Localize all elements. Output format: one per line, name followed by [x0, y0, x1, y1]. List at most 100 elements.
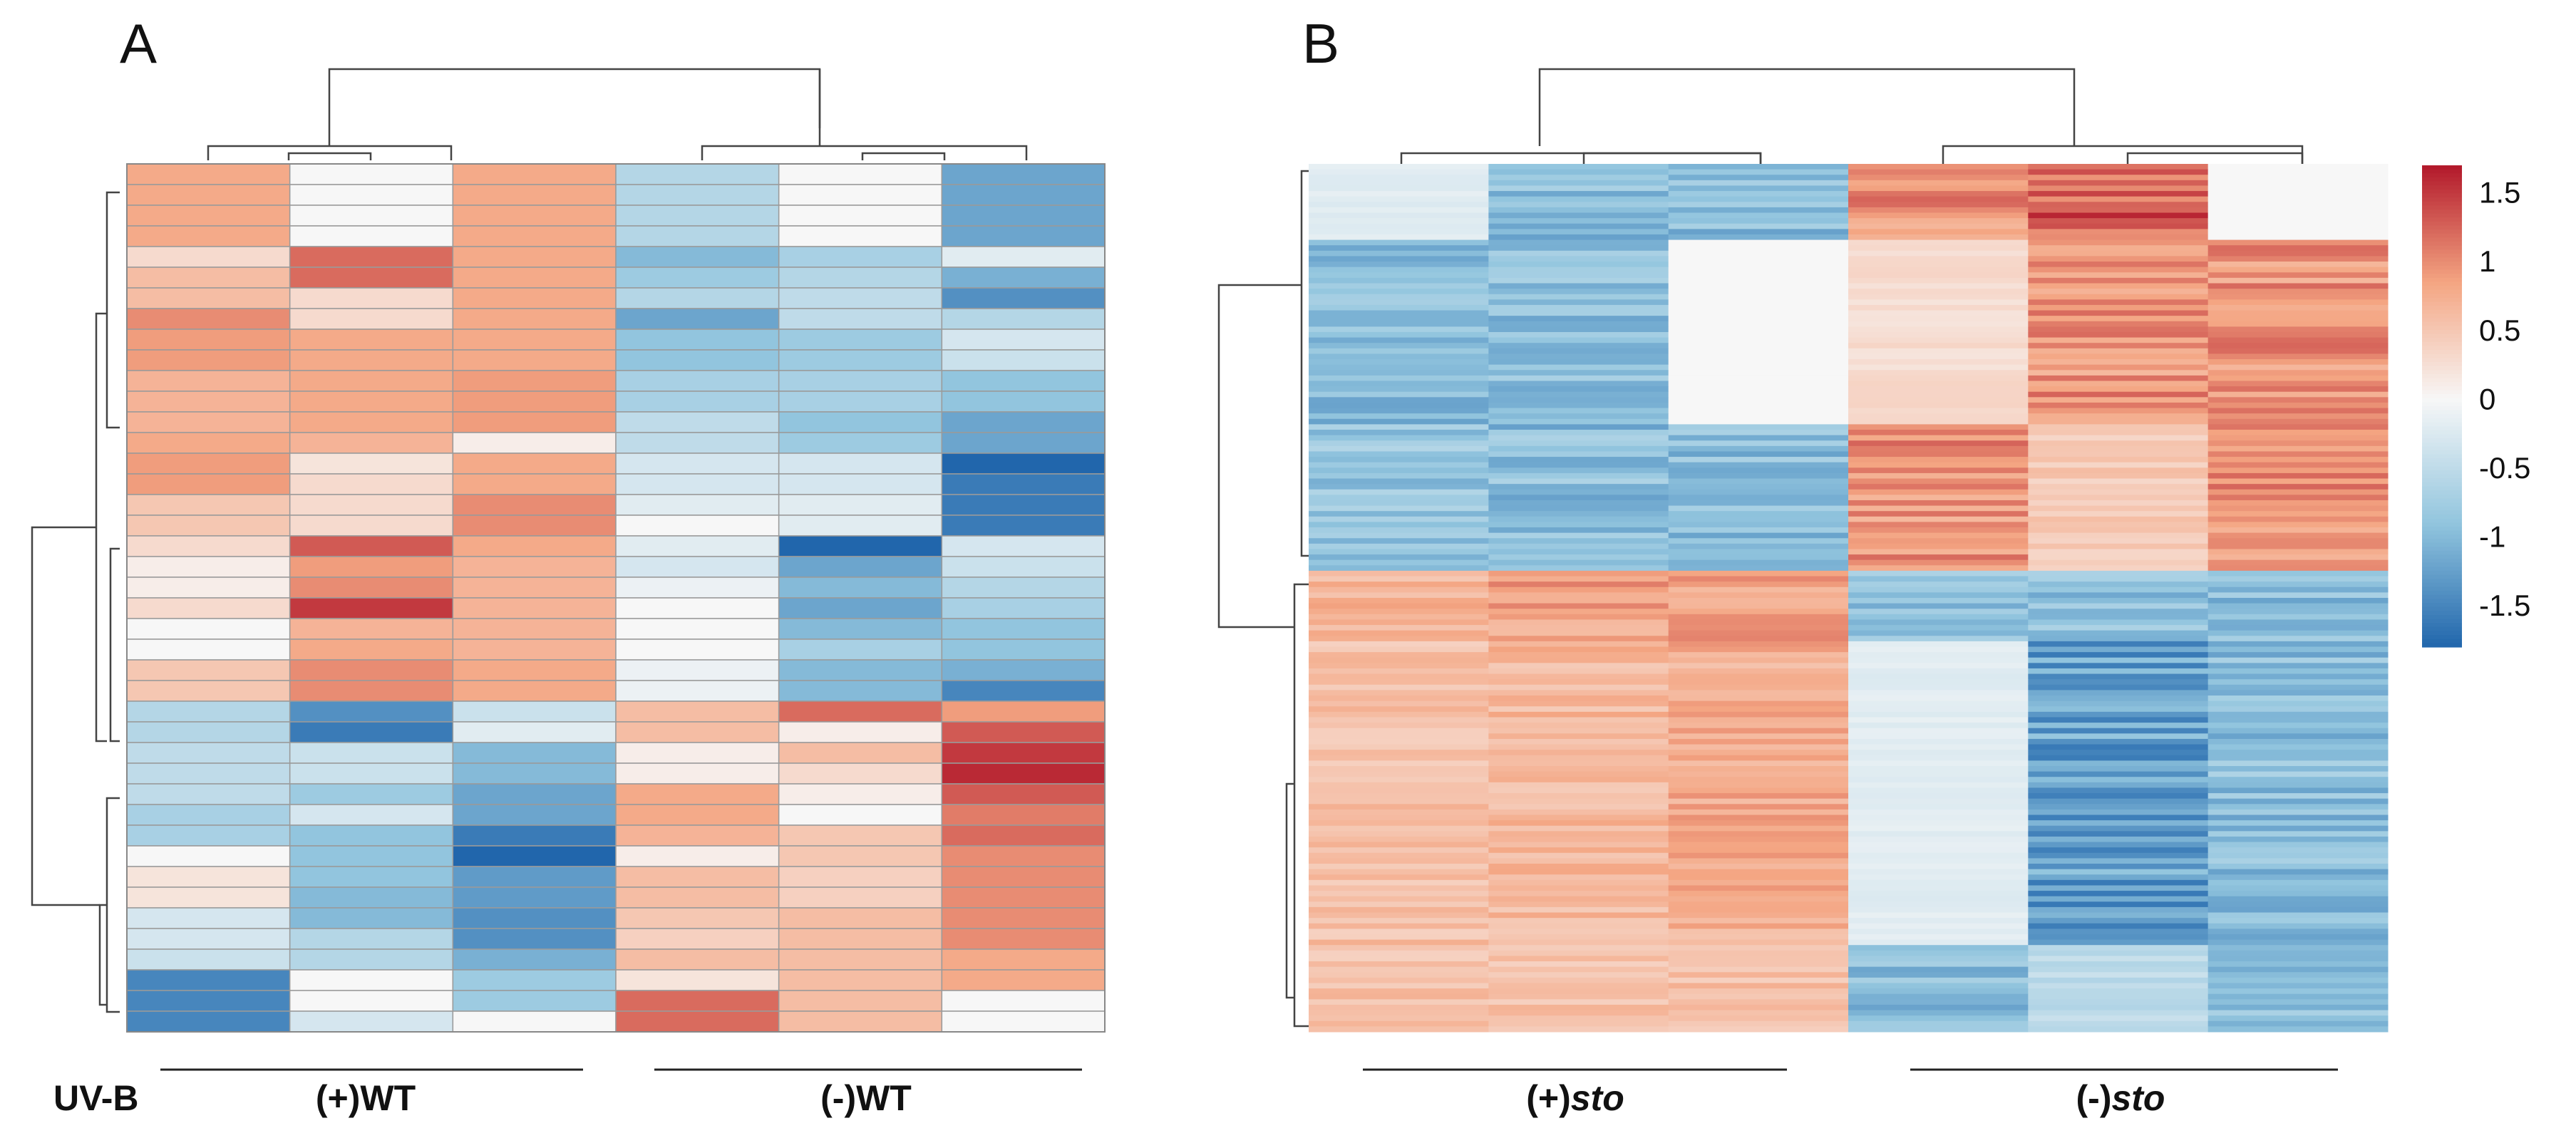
heatmap-b-cell	[1848, 549, 2029, 555]
heatmap-a-cell	[615, 783, 780, 805]
colorbar-step	[2422, 318, 2462, 323]
heatmap-a-cell	[289, 370, 454, 392]
heatmap-a-cell	[941, 990, 1106, 1012]
heatmap-b-cell	[1488, 316, 1669, 322]
heatmap-b-cell	[2207, 522, 2389, 528]
heatmap-b-cell	[1488, 565, 1669, 572]
heatmap-b-cell	[1309, 929, 1489, 935]
heatmap-b-cell	[1309, 912, 1489, 919]
heatmap-b-cell	[2207, 815, 2389, 821]
heatmap-a-cell	[941, 225, 1106, 247]
heatmap-b-cell	[1668, 879, 1849, 886]
colorbar-step	[2422, 635, 2462, 640]
heatmap-b-cell	[1668, 966, 1849, 973]
colorbar-step	[2422, 462, 2462, 467]
heatmap-b-cell	[1488, 495, 1669, 501]
heatmap-b-cell	[2207, 820, 2389, 827]
heatmap-a-cell	[452, 391, 617, 413]
heatmap-b-cell	[1848, 733, 2029, 740]
heatmap-b-cell	[2028, 630, 2209, 636]
heatmap-b-cell	[1848, 262, 2029, 268]
heatmap-b-cell	[2207, 359, 2389, 366]
heatmap-b-cell	[1488, 891, 1669, 897]
heatmap-b-cell	[1488, 836, 1669, 843]
heatmap-b-cell	[2207, 858, 2389, 864]
heatmap-b-cell	[1488, 267, 1669, 273]
heatmap-b-cell	[1668, 289, 1849, 295]
heatmap-a-cell	[289, 184, 454, 206]
heatmap-b-cell	[2028, 706, 2209, 713]
colorbar-step	[2422, 522, 2462, 527]
heatmap-b-cell	[1309, 359, 1489, 366]
heatmap-b-cell	[1309, 630, 1489, 636]
heatmap-b-cell	[1309, 700, 1489, 707]
heatmap-b-cell	[2207, 825, 2389, 832]
heatmap-b-cell	[1488, 700, 1669, 707]
colorbar-step	[2422, 346, 2462, 351]
heatmap-a-cell	[941, 184, 1106, 206]
group-label-sto-minus: (-)sto	[2076, 1078, 2165, 1118]
heatmap-b-cell	[1488, 478, 1669, 485]
heatmap-b-cell	[1848, 223, 2029, 229]
heatmap-b-cell	[2028, 966, 2209, 973]
heatmap-a-cell	[941, 886, 1106, 909]
colorbar-step	[2422, 390, 2462, 395]
heatmap-b-cell	[1848, 765, 2029, 772]
heatmap-b-cell	[1668, 337, 1849, 343]
heatmap-b-cell	[1848, 430, 2029, 436]
heatmap-b-cell	[2028, 299, 2209, 306]
heatmap-a-cell	[615, 804, 780, 826]
heatmap-b-cell	[1488, 386, 1669, 393]
heatmap-a-cell	[289, 163, 454, 185]
colorbar-step	[2422, 643, 2462, 648]
heatmap-b-cell	[2028, 435, 2209, 441]
heatmap-b-cell	[1488, 543, 1669, 549]
heatmap-b-cell	[1488, 164, 1669, 170]
heatmap-a-cell	[126, 990, 291, 1012]
heatmap-a-cell	[126, 205, 291, 227]
heatmap-a-cell	[941, 246, 1106, 268]
heatmap-b-cell	[2207, 283, 2389, 289]
heatmap-b-cell	[1848, 1015, 2029, 1022]
heatmap-b-cell	[1309, 538, 1489, 544]
colorbar-step	[2422, 402, 2462, 407]
heatmap-b-cell	[2028, 842, 2209, 848]
heatmap-b-cell	[2028, 576, 2209, 582]
heatmap-a-cell	[452, 556, 617, 578]
heatmap-b-cell	[1488, 977, 1669, 983]
heatmap-a-cell	[126, 597, 291, 619]
heatmap-b-cell	[2207, 793, 2389, 800]
heatmap-b-cell	[1668, 343, 1849, 349]
heatmap-a-cell	[452, 514, 617, 537]
heatmap-b-cell	[2207, 663, 2389, 669]
heatmap-b-cell	[1488, 793, 1669, 800]
heatmap-b-cell	[1488, 559, 1669, 566]
heatmap-b-cell	[1488, 787, 1669, 794]
heatmap-b-cell	[1668, 435, 1849, 441]
heatmap-b-cell	[1488, 489, 1669, 495]
heatmap-b-cell	[1668, 956, 1849, 962]
colorbar-step	[2422, 478, 2462, 483]
heatmap-b-cell	[1668, 440, 1849, 447]
heatmap-b-cell	[1309, 793, 1489, 800]
heatmap-b-cell	[2028, 993, 2209, 1000]
heatmap-a-cell	[289, 638, 454, 661]
heatmap-a-cell	[615, 845, 780, 867]
heatmap-a-cell	[126, 742, 291, 764]
heatmap-b-cell	[2028, 554, 2209, 561]
heatmap-a-border	[126, 163, 1106, 1033]
heatmap-b-cell	[1848, 891, 2029, 897]
heatmap-a-cell	[126, 391, 291, 413]
heatmap-b-cell	[1309, 511, 1489, 517]
heatmap-b-cell	[1668, 462, 1849, 468]
heatmap-b-cell	[2028, 945, 2209, 951]
heatmap-b-cell	[1309, 652, 1489, 658]
heatmap-b-cell	[2028, 695, 2209, 702]
heatmap-a-cell	[778, 267, 943, 289]
heatmap-b-cell	[2028, 451, 2209, 457]
heatmap-a-cell	[452, 163, 617, 185]
heatmap-a-cell	[452, 432, 617, 454]
heatmap-b-cell	[1488, 1026, 1669, 1033]
colorbar-step	[2422, 619, 2462, 624]
heatmap-b-cell	[2028, 700, 2209, 707]
